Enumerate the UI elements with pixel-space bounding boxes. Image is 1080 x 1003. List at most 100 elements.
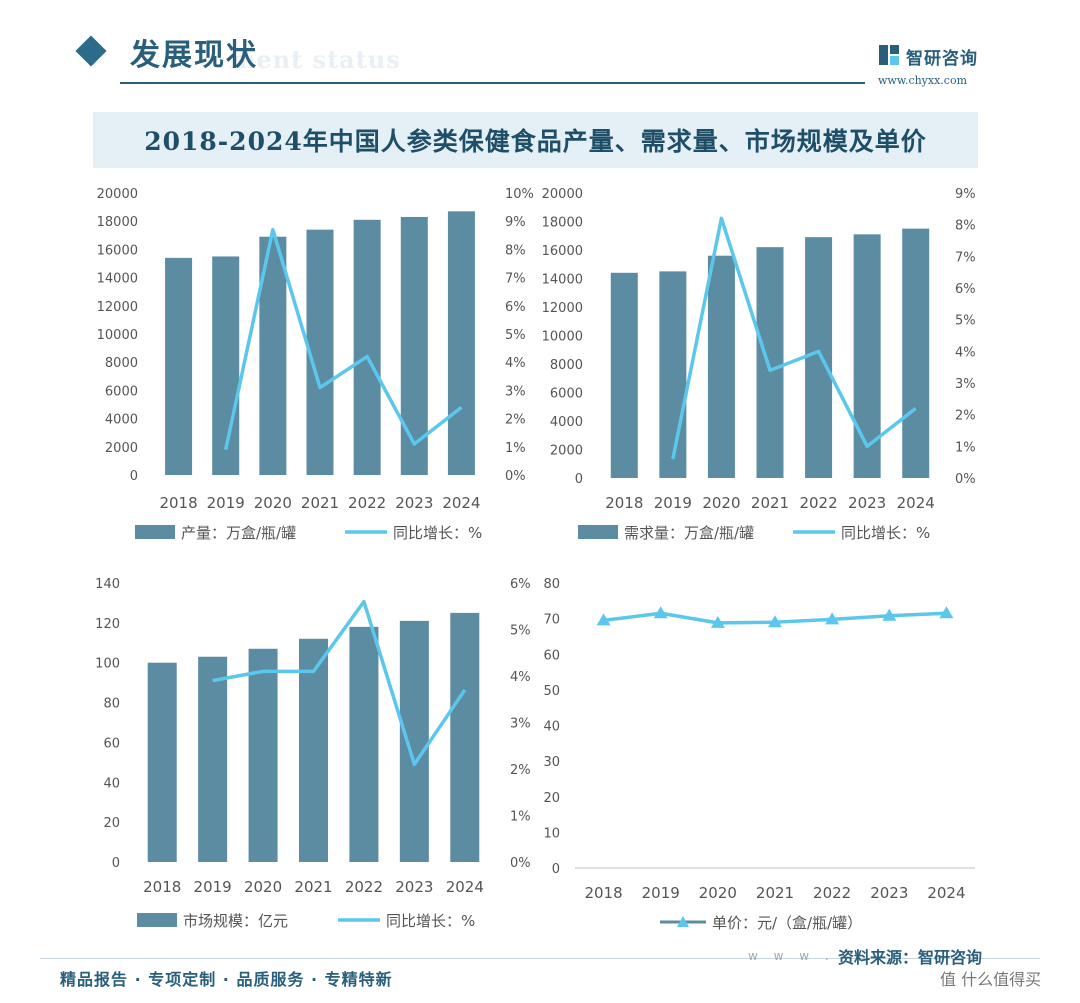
y-tick-right: 1% [510, 810, 531, 825]
x-tick-label: 2023 [395, 878, 433, 896]
bar [902, 228, 930, 478]
x-tick-label: 2019 [207, 494, 245, 512]
bar [659, 271, 687, 478]
y-tick-right: 9% [955, 187, 976, 202]
y-tick-left: 12000 [97, 300, 138, 315]
point-marker [596, 613, 611, 626]
x-tick-label: 2021 [301, 494, 339, 512]
x-tick-label: 2020 [254, 494, 292, 512]
bar [756, 247, 784, 478]
brand-mark-icon [879, 45, 899, 65]
y-tick-right: 6% [510, 577, 531, 592]
x-tick-label: 2022 [813, 884, 851, 902]
legend-label: 同比增长：% [841, 524, 930, 542]
y-tick-left: 10 [543, 826, 560, 841]
x-tick-label: 2024 [927, 884, 965, 902]
point-marker [768, 615, 782, 628]
main-title: 2018-2024年中国人参类保健食品产量、需求量、市场规模及单价 [144, 127, 927, 156]
brand-site: www.chyxx.com [878, 74, 968, 87]
y-tick-right: 8% [955, 219, 976, 234]
chart-4: 0 10 20 30 40 50 60 70 80 2018 2019 2020 2021 2022 202… [543, 577, 975, 932]
x-tick-label: 2024 [442, 494, 480, 512]
y-tick-right: 4% [510, 670, 531, 685]
chart-3: 0 20 40 60 80 100 120 140 0% 1% 2% 3% 4% 5% 6% 2018 2019… [95, 577, 530, 930]
x-tick-label: 2022 [345, 878, 383, 896]
y-tick-left: 16000 [542, 244, 583, 259]
y-tick-left: 10000 [542, 330, 583, 345]
y-tick-left: 80 [103, 697, 120, 712]
y-tick-left: 20000 [542, 187, 583, 202]
bar [349, 626, 379, 862]
y-tick-left: 12000 [542, 301, 583, 316]
brand-name: 智研咨询 [906, 49, 978, 69]
y-tick-right: 10% [505, 187, 534, 202]
legend-swatch-bar [137, 913, 177, 927]
bar [400, 216, 428, 475]
x-tick-label: 2024 [446, 878, 484, 896]
bar [165, 257, 193, 475]
bar [198, 656, 228, 862]
y-tick-left: 6000 [105, 384, 138, 399]
y-tick-right: 5% [510, 624, 531, 639]
legend-label: 同比增长：% [393, 524, 482, 542]
y-tick-right: 4% [955, 345, 976, 360]
point-marker [653, 606, 668, 619]
y-tick-right: 4% [505, 356, 526, 371]
y-tick-left: 16000 [97, 243, 138, 258]
legend-label: 单价：元/（盒/瓶/罐） [712, 914, 862, 932]
y-tick-left: 40 [543, 720, 560, 735]
y-tick-left: 18000 [97, 215, 138, 230]
bar [399, 620, 429, 862]
chart-2: 0 2000 4000 6000 8000 10000 12000 14000 16000 180… [542, 187, 976, 542]
legend-label: 需求量：万盒/瓶/罐 [624, 524, 754, 542]
y-tick-right: 6% [955, 282, 976, 297]
y-tick-left: 120 [95, 617, 120, 632]
header-divider [120, 82, 865, 84]
y-tick-right: 0% [510, 856, 531, 871]
y-tick-left: 0 [575, 472, 583, 487]
y-tick-left: 14000 [542, 273, 583, 288]
y-tick-right: 0% [505, 469, 526, 484]
y-tick-right: 1% [955, 440, 976, 455]
y-tick-left: 8000 [105, 356, 138, 371]
x-tick-label: 2024 [897, 494, 935, 512]
point-marker [939, 606, 954, 619]
series-line [212, 599, 467, 767]
y-tick-right: 5% [505, 328, 526, 343]
legend-swatch-bar [578, 525, 618, 539]
x-tick-label: 2022 [799, 494, 837, 512]
legend-marker [677, 916, 689, 927]
bar [447, 211, 475, 475]
y-tick-left: 18000 [542, 216, 583, 231]
y-tick-left: 4000 [550, 415, 583, 430]
y-tick-left: 2000 [550, 444, 583, 459]
bar [450, 612, 480, 862]
y-tick-right: 8% [505, 243, 526, 258]
legend-label: 同比增长：% [386, 912, 475, 930]
x-tick-label: 2019 [642, 884, 680, 902]
point-marker [882, 608, 897, 621]
y-tick-left: 80 [543, 577, 560, 592]
x-tick-label: 2023 [395, 494, 433, 512]
bar [853, 234, 881, 478]
y-tick-right: 0% [955, 472, 976, 487]
y-tick-left: 40 [103, 776, 120, 791]
y-tick-right: 9% [505, 215, 526, 230]
y-tick-right: 6% [505, 300, 526, 315]
y-tick-left: 2000 [105, 441, 138, 456]
bar [353, 219, 381, 475]
y-tick-left: 60 [543, 648, 560, 663]
x-tick-label: 2020 [699, 884, 737, 902]
x-tick-label: 2020 [244, 878, 282, 896]
x-tick-label: 2021 [751, 494, 789, 512]
section-watermark: ment status [230, 45, 401, 74]
x-tick-label: 2023 [870, 884, 908, 902]
y-tick-left: 20 [103, 816, 120, 831]
x-tick-label: 2018 [159, 494, 197, 512]
chart-1: 0 2000 4000 6000 8000 10000 12000 14000 16000 180… [97, 187, 534, 542]
y-tick-right: 5% [955, 314, 976, 329]
y-tick-left: 50 [543, 684, 560, 699]
y-tick-right: 1% [505, 441, 526, 456]
bar [212, 256, 240, 475]
y-tick-left: 4000 [105, 413, 138, 428]
